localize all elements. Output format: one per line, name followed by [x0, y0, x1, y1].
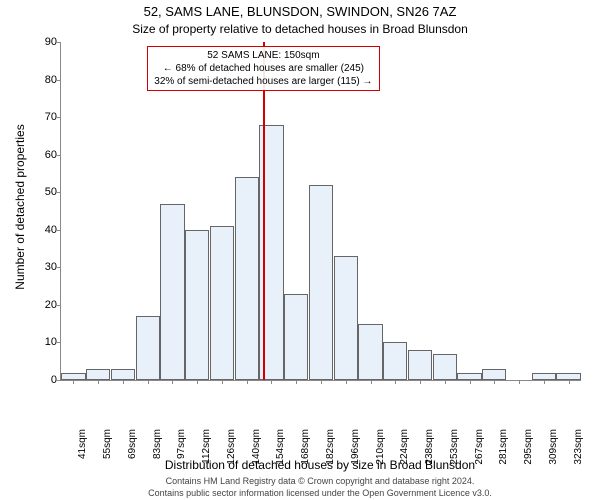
- x-tick-mark: [296, 380, 297, 384]
- x-tick-mark: [519, 380, 520, 384]
- y-tick-label: 40: [27, 224, 57, 236]
- y-tick-mark: [57, 305, 61, 306]
- histogram-bar: [235, 177, 259, 380]
- annotation-line-2: ← 68% of detached houses are smaller (24…: [154, 62, 372, 75]
- y-tick-label: 0: [27, 374, 57, 386]
- x-tick-mark: [123, 380, 124, 384]
- x-tick-mark: [98, 380, 99, 384]
- histogram-bar: [556, 373, 580, 381]
- x-tick-mark: [544, 380, 545, 384]
- x-tick-mark: [445, 380, 446, 384]
- y-tick-label: 70: [27, 111, 57, 123]
- histogram-bar: [482, 369, 506, 380]
- x-tick-mark: [371, 380, 372, 384]
- x-tick-mark: [247, 380, 248, 384]
- x-tick-mark: [197, 380, 198, 384]
- histogram-bar: [210, 226, 234, 380]
- histogram-bar: [532, 373, 556, 381]
- histogram-bar: [61, 373, 85, 381]
- histogram-bar: [160, 204, 184, 381]
- y-axis-label: Number of detached properties: [13, 77, 27, 337]
- y-tick-label: 60: [27, 149, 57, 161]
- histogram-bar: [358, 324, 382, 380]
- annotation-box: 52 SAMS LANE: 150sqm← 68% of detached ho…: [147, 46, 379, 91]
- x-tick-mark: [172, 380, 173, 384]
- y-tick-label: 10: [27, 336, 57, 348]
- chart-container: 52, SAMS LANE, BLUNSDON, SWINDON, SN26 7…: [0, 0, 600, 500]
- chart-title-sub: Size of property relative to detached ho…: [0, 22, 600, 36]
- annotation-line-3: 32% of semi-detached houses are larger (…: [154, 75, 372, 88]
- y-tick-mark: [57, 192, 61, 193]
- y-tick-label: 30: [27, 261, 57, 273]
- marker-line: [263, 42, 265, 380]
- footer-line-1: Contains HM Land Registry data © Crown c…: [60, 476, 580, 486]
- x-tick-mark: [569, 380, 570, 384]
- y-tick-mark: [57, 230, 61, 231]
- histogram-bar: [309, 185, 333, 380]
- y-tick-mark: [57, 80, 61, 81]
- histogram-bar: [433, 354, 457, 380]
- y-tick-mark: [57, 42, 61, 43]
- annotation-line-1: 52 SAMS LANE: 150sqm: [154, 49, 372, 62]
- x-tick-mark: [73, 380, 74, 384]
- x-tick-mark: [321, 380, 322, 384]
- footer-line-2: Contains public sector information licen…: [60, 488, 580, 498]
- histogram-bar: [284, 294, 308, 380]
- histogram-bar: [185, 230, 209, 380]
- x-tick-mark: [470, 380, 471, 384]
- x-tick-mark: [420, 380, 421, 384]
- histogram-bar: [136, 316, 160, 380]
- x-axis-label: Distribution of detached houses by size …: [60, 458, 580, 472]
- histogram-bar: [334, 256, 358, 380]
- x-tick-mark: [148, 380, 149, 384]
- plot-area: 010203040506070809041sqm55sqm69sqm83sqm9…: [60, 42, 581, 381]
- histogram-bar: [383, 342, 407, 380]
- histogram-bar: [457, 373, 481, 381]
- x-tick-mark: [395, 380, 396, 384]
- x-tick-mark: [222, 380, 223, 384]
- x-tick-mark: [494, 380, 495, 384]
- y-tick-label: 20: [27, 299, 57, 311]
- x-tick-mark: [346, 380, 347, 384]
- y-tick-label: 90: [27, 36, 57, 48]
- y-tick-mark: [57, 267, 61, 268]
- histogram-bar: [86, 369, 110, 380]
- histogram-bar: [111, 369, 135, 380]
- histogram-bar: [408, 350, 432, 380]
- chart-title-main: 52, SAMS LANE, BLUNSDON, SWINDON, SN26 7…: [0, 4, 600, 19]
- y-tick-mark: [57, 155, 61, 156]
- y-tick-mark: [57, 380, 61, 381]
- y-tick-mark: [57, 342, 61, 343]
- y-tick-mark: [57, 117, 61, 118]
- x-tick-mark: [271, 380, 272, 384]
- y-tick-label: 80: [27, 74, 57, 86]
- y-tick-label: 50: [27, 186, 57, 198]
